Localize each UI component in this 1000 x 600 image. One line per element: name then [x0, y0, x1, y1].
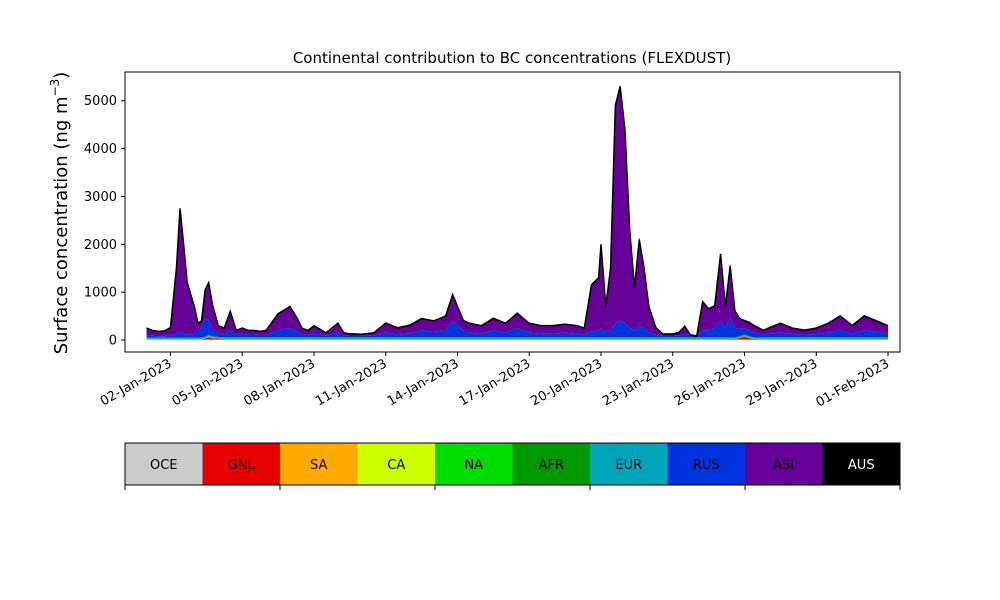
area-aus: [146, 85, 889, 336]
stacked-areas: [146, 85, 889, 341]
area-asi: [146, 85, 889, 337]
legend-label-eur: EUR: [615, 458, 642, 473]
y-axis: 0 1000 2000 3000 4000 5000: [84, 94, 125, 349]
legend-swatch-asi: [745, 443, 823, 485]
legend-label-rus: RUS: [693, 458, 720, 473]
x-tick-label: 23-Jan-2023: [600, 356, 677, 409]
y-tick-label: 5000: [84, 94, 117, 109]
x-tick-label: 08-Jan-2023: [241, 356, 318, 409]
y-axis-label-superscript: −3: [48, 79, 62, 97]
area-rus: [146, 317, 889, 338]
y-tick-label: 2000: [84, 238, 117, 253]
x-tick-label: 05-Jan-2023: [170, 356, 247, 409]
y-axis-label: Surface concentration (ng m−3): [48, 72, 72, 355]
legend-swatch-sa: [280, 443, 358, 485]
area-gnl: [146, 336, 889, 340]
y-tick-label: 0: [109, 334, 117, 349]
legend-swatch-gnl: [202, 443, 281, 485]
legend-swatch-na: [435, 443, 513, 485]
legend-label-ca: CA: [387, 458, 405, 473]
x-tick-label: 14-Jan-2023: [385, 356, 462, 409]
legend-label-gnl: GNL: [228, 458, 256, 473]
chart-title: Continental contribution to BC concentra…: [293, 49, 731, 67]
legend-label-na: NA: [464, 458, 483, 473]
x-tick-label: 17-Jan-2023: [457, 356, 534, 409]
legend-label-afr: AFR: [539, 458, 564, 473]
legend-swatch-eur: [590, 443, 668, 485]
x-tick-label: 11-Jan-2023: [313, 356, 390, 409]
x-tick-label: 02-Jan-2023: [98, 356, 175, 409]
y-tick-label: 4000: [84, 142, 117, 157]
legend: OCE GNL SA CA NA AFR EUR RUS ASI AUS: [124, 442, 901, 490]
legend-swatch-afr: [512, 443, 591, 485]
plot-frame: [124, 71, 901, 353]
area-na: [146, 335, 889, 340]
y-tick-label: 1000: [84, 286, 117, 301]
total-outline: [146, 86, 889, 338]
x-tick-label: 20-Jan-2023: [528, 356, 605, 409]
legend-swatch-oce: [125, 443, 203, 485]
x-tick-label: 29-Jan-2023: [744, 356, 821, 409]
legend-label-sa: SA: [310, 458, 327, 473]
area-eur: [146, 334, 889, 339]
y-tick-label: 3000: [84, 190, 117, 205]
legend-swatch-ca: [357, 443, 436, 485]
legend-label-asi: ASI: [773, 458, 794, 473]
y-axis-label-main: Surface concentration (ng m: [51, 96, 72, 354]
legend-label-oce: OCE: [150, 458, 178, 473]
legend-swatch-rus: [667, 443, 746, 485]
legend-frame: [124, 442, 901, 486]
x-tick-label: 01-Feb-2023: [813, 356, 892, 410]
legend-swatch-aus: [822, 443, 901, 485]
y-axis-label-close: ): [51, 72, 72, 79]
x-axis: 02-Jan-202305-Jan-202308-Jan-202311-Jan-…: [98, 352, 892, 410]
total-line: [146, 86, 889, 338]
x-tick-label: 26-Jan-2023: [672, 356, 749, 409]
legend-label-aus: AUS: [848, 458, 875, 473]
